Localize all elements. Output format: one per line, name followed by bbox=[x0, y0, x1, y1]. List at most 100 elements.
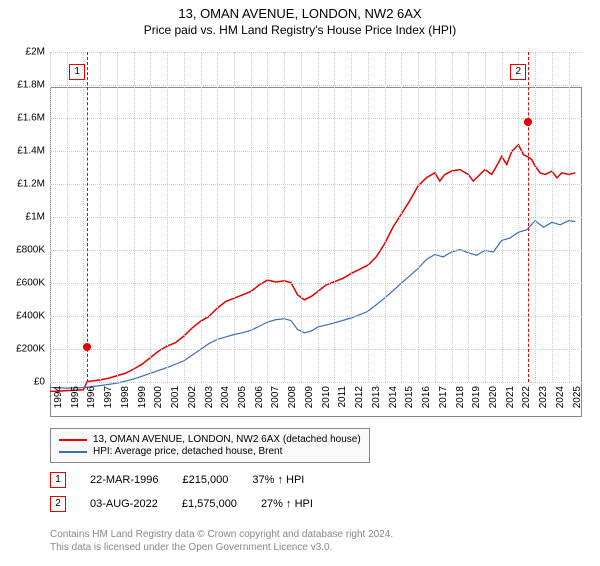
ytick-label: £0 bbox=[5, 377, 45, 388]
event-row: 2 03-AUG-2022 £1,575,000 27% ↑ HPI bbox=[50, 496, 313, 512]
ytick-label: £2M bbox=[5, 47, 45, 58]
xtick-label: 2011 bbox=[337, 386, 348, 408]
series-line-price_paid bbox=[50, 145, 575, 392]
xtick-label: 2019 bbox=[471, 386, 482, 408]
gridline-v bbox=[201, 52, 203, 382]
gridline-v bbox=[234, 52, 236, 382]
gridline-h bbox=[50, 382, 582, 384]
xtick-label: 2023 bbox=[538, 386, 549, 408]
gridline-v bbox=[535, 52, 537, 382]
xtick-label: 2007 bbox=[270, 386, 281, 408]
xtick-label: 1994 bbox=[53, 386, 64, 408]
ytick-label: £1M bbox=[5, 212, 45, 223]
legend-row: 13, OMAN AVENUE, LONDON, NW2 6AX (detach… bbox=[59, 434, 361, 445]
ytick-label: £1.2M bbox=[5, 179, 45, 190]
gridline-v bbox=[251, 52, 253, 382]
xtick-label: 1998 bbox=[120, 386, 131, 408]
xtick-label: 2015 bbox=[404, 386, 415, 408]
ytick-label: £800K bbox=[5, 245, 45, 256]
event-price: £215,000 bbox=[182, 474, 228, 486]
xtick-label: 2000 bbox=[153, 386, 164, 408]
xtick-label: 2017 bbox=[438, 386, 449, 408]
ytick-label: £600K bbox=[5, 278, 45, 289]
event-marker-2: 2 bbox=[50, 496, 66, 512]
gridline-v bbox=[301, 52, 303, 382]
xtick-label: 2022 bbox=[521, 386, 532, 408]
gridline-v bbox=[83, 52, 85, 382]
gridline-v bbox=[100, 52, 102, 382]
gridline-v bbox=[351, 52, 353, 382]
gridline-v bbox=[368, 52, 370, 382]
gridline-v bbox=[334, 52, 336, 382]
event-marker-chart: 2 bbox=[510, 64, 526, 80]
gridline-v bbox=[50, 52, 52, 382]
attribution: Contains HM Land Registry data © Crown c… bbox=[50, 528, 393, 554]
xtick-label: 2025 bbox=[572, 386, 583, 408]
xtick-label: 2003 bbox=[204, 386, 215, 408]
gridline-v bbox=[452, 52, 454, 382]
gridline-v bbox=[284, 52, 286, 382]
gridline-v bbox=[117, 52, 119, 382]
events-table: 1 22-MAR-1996 £215,000 37% ↑ HPI 2 03-AU… bbox=[50, 472, 313, 520]
legend-label-0: 13, OMAN AVENUE, LONDON, NW2 6AX (detach… bbox=[93, 434, 361, 445]
ytick-label: £1.8M bbox=[5, 80, 45, 91]
xtick-label: 2010 bbox=[321, 386, 332, 408]
xtick-label: 2024 bbox=[555, 386, 566, 408]
event-vline bbox=[87, 52, 89, 382]
gridline-v bbox=[485, 52, 487, 382]
event-price: £1,575,000 bbox=[182, 498, 237, 510]
event-dot bbox=[83, 343, 91, 351]
chart-subtitle: Price paid vs. HM Land Registry's House … bbox=[0, 23, 600, 37]
xtick-label: 2004 bbox=[220, 386, 231, 408]
gridline-v bbox=[569, 52, 571, 382]
ytick-label: £200K bbox=[5, 344, 45, 355]
gridline-v bbox=[552, 52, 554, 382]
xtick-label: 2002 bbox=[187, 386, 198, 408]
event-row: 1 22-MAR-1996 £215,000 37% ↑ HPI bbox=[50, 472, 313, 488]
ytick-label: £1.6M bbox=[5, 113, 45, 124]
gridline-v bbox=[435, 52, 437, 382]
series-line-hpi bbox=[50, 221, 575, 388]
legend-swatch-1 bbox=[59, 451, 87, 453]
event-date: 03-AUG-2022 bbox=[90, 498, 158, 510]
chart-container: 13, OMAN AVENUE, LONDON, NW2 6AX Price p… bbox=[0, 6, 600, 566]
gridline-v bbox=[184, 52, 186, 382]
gridline-v bbox=[217, 52, 219, 382]
event-vline bbox=[528, 52, 530, 382]
gridline-v bbox=[518, 52, 520, 382]
gridline-v bbox=[67, 52, 69, 382]
ytick-label: £400K bbox=[5, 311, 45, 322]
xtick-label: 2005 bbox=[237, 386, 248, 408]
gridline-v bbox=[267, 52, 269, 382]
gridline-v bbox=[468, 52, 470, 382]
xtick-label: 1995 bbox=[70, 386, 81, 408]
event-delta: 27% ↑ HPI bbox=[261, 498, 313, 510]
xtick-label: 2009 bbox=[304, 386, 315, 408]
xtick-label: 1996 bbox=[86, 386, 97, 408]
event-dot bbox=[524, 118, 532, 126]
xtick-label: 2014 bbox=[388, 386, 399, 408]
gridline-v bbox=[418, 52, 420, 382]
event-delta: 37% ↑ HPI bbox=[252, 474, 304, 486]
xtick-label: 1997 bbox=[103, 386, 114, 408]
gridline-v bbox=[502, 52, 504, 382]
gridline-v bbox=[134, 52, 136, 382]
xtick-label: 2020 bbox=[488, 386, 499, 408]
gridline-v bbox=[385, 52, 387, 382]
attribution-line: This data is licensed under the Open Gov… bbox=[50, 541, 393, 554]
xtick-label: 2001 bbox=[170, 386, 181, 408]
event-marker-chart: 1 bbox=[69, 64, 85, 80]
xtick-label: 2008 bbox=[287, 386, 298, 408]
xtick-label: 2021 bbox=[505, 386, 516, 408]
legend: 13, OMAN AVENUE, LONDON, NW2 6AX (detach… bbox=[50, 428, 370, 463]
xtick-label: 1999 bbox=[137, 386, 148, 408]
xtick-label: 2006 bbox=[254, 386, 265, 408]
event-date: 22-MAR-1996 bbox=[90, 474, 158, 486]
legend-swatch-0 bbox=[59, 439, 87, 441]
legend-row: HPI: Average price, detached house, Bren… bbox=[59, 446, 361, 457]
legend-label-1: HPI: Average price, detached house, Bren… bbox=[93, 446, 282, 457]
event-marker-1: 1 bbox=[50, 472, 66, 488]
xtick-label: 2018 bbox=[455, 386, 466, 408]
gridline-v bbox=[401, 52, 403, 382]
attribution-line: Contains HM Land Registry data © Crown c… bbox=[50, 528, 393, 541]
